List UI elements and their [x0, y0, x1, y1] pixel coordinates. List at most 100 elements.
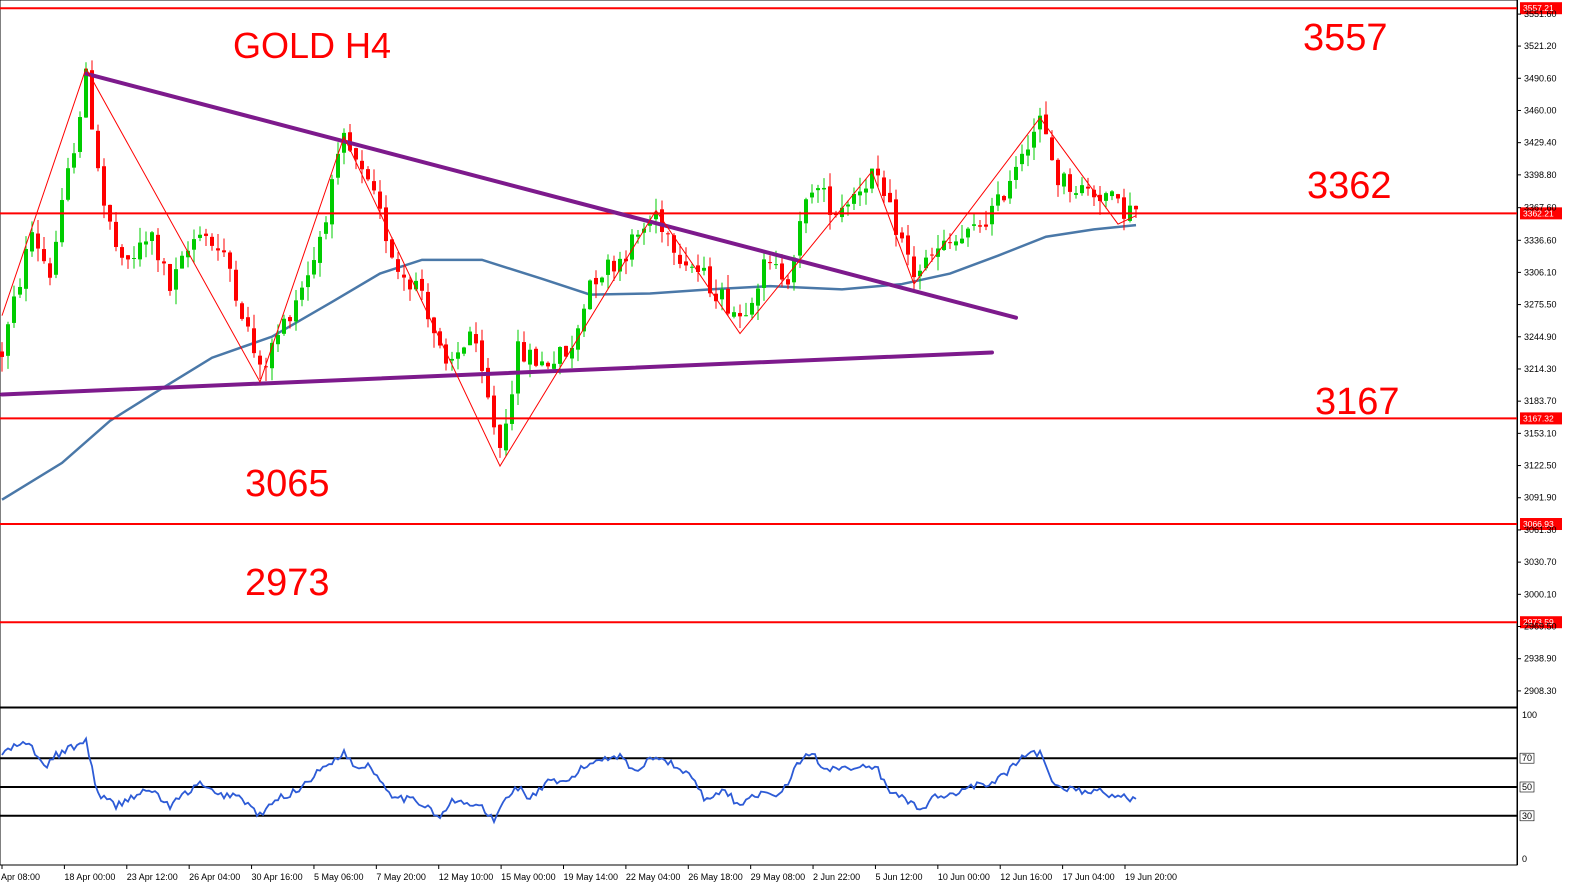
- candle-body: [924, 257, 928, 269]
- candle-body: [1062, 173, 1066, 187]
- candle-body: [192, 239, 196, 250]
- candle-body: [882, 177, 886, 196]
- candle-body: [948, 242, 952, 244]
- candle-body: [84, 68, 88, 118]
- candle-body: [312, 260, 316, 275]
- rising-trendline: [0, 350, 994, 397]
- candle-body: [684, 261, 688, 266]
- candle-body: [174, 269, 178, 290]
- candle-body: [60, 200, 64, 243]
- time-tick-label: 7 May 20:00: [376, 872, 426, 882]
- candle-body: [930, 254, 934, 256]
- candle-body: [300, 287, 304, 300]
- candle-body: [756, 288, 760, 306]
- candle-body: [1074, 193, 1078, 195]
- price-tick-label: 3122.50: [1524, 461, 1557, 471]
- candle-body: [966, 228, 970, 238]
- candle-body: [906, 235, 910, 255]
- candle-body: [660, 209, 664, 232]
- candle-body: [78, 117, 82, 152]
- level-label-3167: 3167: [1315, 381, 1400, 423]
- candle-body: [444, 344, 448, 364]
- candle-body: [798, 221, 802, 256]
- candle-body: [678, 254, 682, 264]
- candle-body: [1134, 205, 1138, 210]
- price-tick-label: 3460.00: [1524, 105, 1557, 115]
- candle-body: [1056, 159, 1060, 186]
- candle-body: [264, 366, 268, 368]
- candle-body: [132, 257, 136, 259]
- candle-body: [588, 280, 592, 310]
- candle-body: [558, 347, 562, 364]
- price-tick-label: 3183.70: [1524, 396, 1557, 406]
- time-tick-label: 15 May 00:00: [501, 872, 556, 882]
- time-tick-label: 10 Jun 00:00: [938, 872, 990, 882]
- candle-body: [180, 255, 184, 269]
- candle-body: [432, 317, 436, 334]
- rsi-level-tag-text-30: 30: [1522, 811, 1532, 821]
- candle-body: [942, 240, 946, 251]
- candle-body: [36, 233, 40, 249]
- candle-body: [1002, 196, 1006, 201]
- level-tag-text-3167: 3167.32: [1523, 413, 1554, 423]
- candle-body: [870, 168, 874, 189]
- candle-body: [0, 351, 4, 357]
- candle-body: [846, 204, 850, 207]
- candle-body: [384, 207, 388, 242]
- candle-body: [90, 70, 94, 130]
- price-tick-label: 3551.60: [1524, 9, 1557, 19]
- candle-body: [594, 277, 598, 285]
- price-tick-label: 3030.70: [1524, 557, 1557, 567]
- candle-body: [318, 236, 322, 263]
- rsi-level-tag-text-70: 70: [1522, 753, 1532, 763]
- candle-body: [126, 255, 130, 260]
- price-tick-label: 3000.10: [1524, 589, 1557, 599]
- price-tick-label: 3367.60: [1524, 203, 1557, 213]
- candle-body: [156, 234, 160, 261]
- candle-body: [72, 153, 76, 168]
- candle-body: [1014, 166, 1018, 180]
- candle-body: [612, 260, 616, 272]
- time-tick-label: 5 May 06:00: [314, 872, 364, 882]
- candle-body: [564, 345, 568, 357]
- candle-body: [726, 288, 730, 314]
- candle-body: [1050, 137, 1054, 161]
- candle-body: [540, 361, 544, 366]
- candle-body: [486, 367, 490, 398]
- candle-body: [1110, 191, 1114, 197]
- candle-body: [162, 261, 166, 264]
- time-tick-label: 2 Jun 22:00: [813, 872, 860, 882]
- candle-body: [408, 279, 412, 290]
- zigzag-line: [1, 67, 1137, 468]
- candle-body: [276, 335, 280, 345]
- candle-body: [984, 224, 988, 227]
- candle-body: [414, 280, 418, 290]
- candle-body: [1038, 115, 1042, 130]
- candle-body: [354, 148, 358, 160]
- candle-body: [114, 221, 118, 247]
- candle-body: [462, 347, 466, 354]
- candle-body: [1008, 180, 1012, 199]
- candle-body: [912, 256, 916, 278]
- candle-body: [996, 194, 1000, 206]
- candle-body: [228, 252, 232, 269]
- candle-body: [18, 286, 22, 295]
- candle-body: [102, 166, 106, 206]
- candle-body: [1026, 149, 1030, 156]
- candle-body: [954, 241, 958, 246]
- candle-body: [324, 222, 328, 234]
- candle-body: [828, 186, 832, 215]
- candle-body: [306, 275, 310, 288]
- time-tick-label: 19 May 14:00: [564, 872, 619, 882]
- candle-body: [672, 235, 676, 253]
- candle-body: [636, 234, 640, 237]
- level-tag-3362: [1520, 207, 1562, 220]
- candle-body: [516, 341, 520, 394]
- candle-body: [1116, 194, 1120, 199]
- candle-body: [120, 247, 124, 258]
- candle-body: [618, 258, 622, 272]
- candle-body: [918, 270, 922, 277]
- level-label-3557: 3557: [1303, 17, 1388, 59]
- level-label-3065: 3065: [245, 463, 330, 505]
